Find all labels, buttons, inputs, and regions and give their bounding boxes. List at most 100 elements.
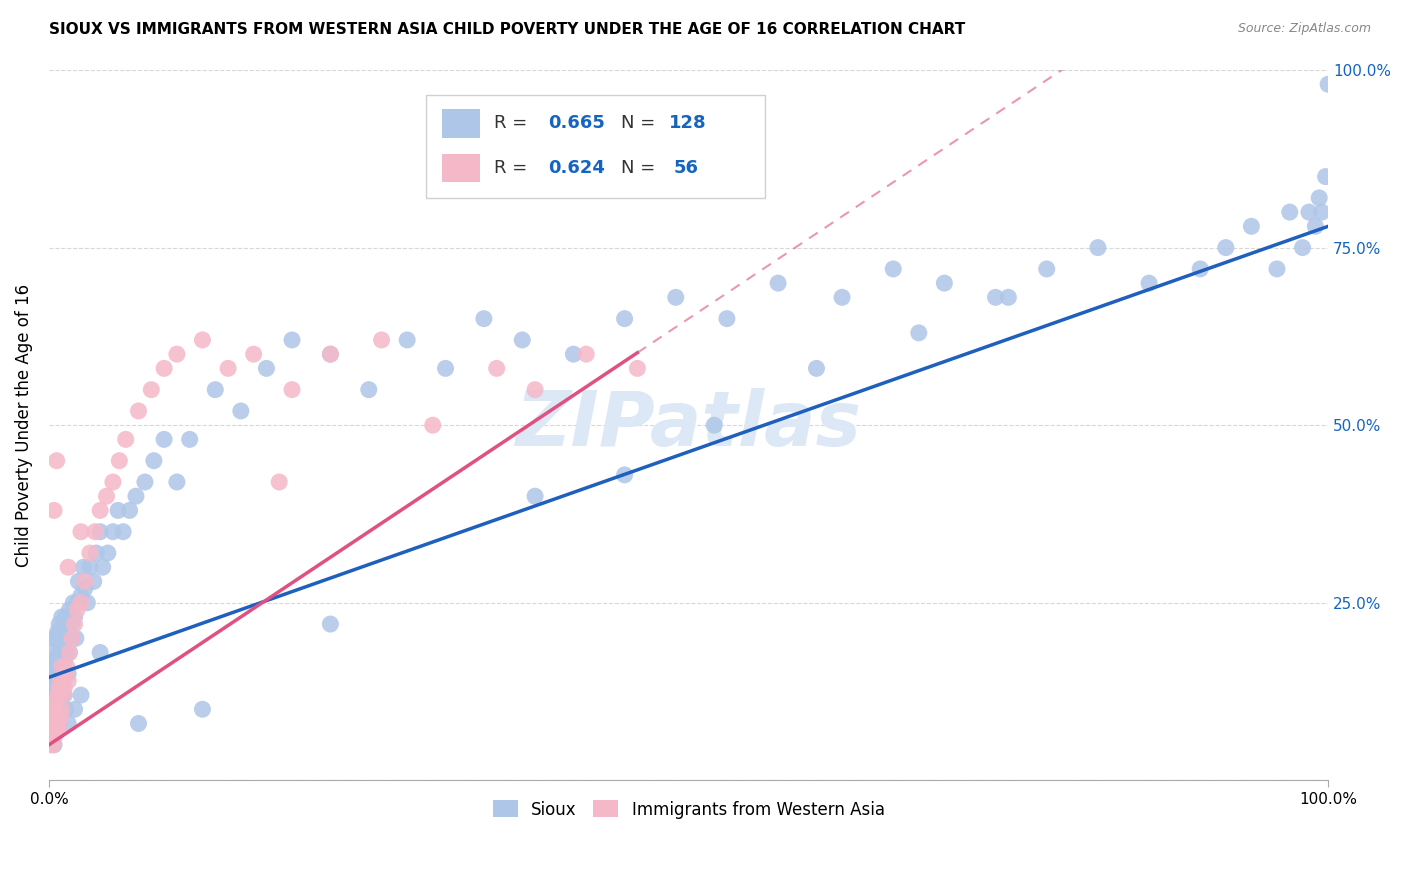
Point [45, 673, 67, 688]
Point [128, 404, 150, 418]
Point [76, 596, 98, 610]
Point [716, 311, 738, 326]
Point [53, 688, 76, 702]
Point [997, 290, 1019, 304]
Point [49, 688, 72, 702]
Point [575, 347, 598, 361]
Point [191, 702, 214, 716]
Point [49, 652, 72, 666]
Point [831, 290, 853, 304]
Point [191, 333, 214, 347]
Point [45, 652, 67, 666]
Point [44, 659, 66, 673]
Point [70, 596, 93, 610]
Point [63, 617, 86, 632]
Point [422, 418, 444, 433]
Point [984, 290, 1007, 304]
Point [52, 659, 75, 673]
Point [1265, 261, 1288, 276]
Point [62, 596, 84, 610]
Point [524, 383, 547, 397]
Point [108, 453, 131, 467]
Point [934, 276, 956, 290]
Point [41, 723, 63, 738]
Point [70, 688, 93, 702]
Point [510, 333, 533, 347]
Bar [441, 109, 479, 137]
Point [51, 702, 73, 716]
Legend: Sioux, Immigrants from Western Asia: Sioux, Immigrants from Western Asia [486, 794, 891, 825]
Point [89, 524, 111, 539]
Point [125, 489, 148, 503]
Point [44, 688, 66, 702]
Point [79, 560, 101, 574]
Point [319, 347, 342, 361]
Point [882, 261, 904, 276]
Point [48, 645, 70, 659]
Point [1215, 241, 1237, 255]
Point [1087, 241, 1109, 255]
Point [42, 702, 65, 716]
Point [166, 347, 188, 361]
Point [128, 716, 150, 731]
Point [42, 503, 65, 517]
Point [254, 361, 277, 376]
Point [166, 475, 188, 489]
Point [55, 610, 77, 624]
Point [56, 617, 79, 632]
Point [1189, 261, 1212, 276]
Point [56, 666, 79, 681]
Point [41, 673, 63, 688]
Text: 128: 128 [669, 114, 707, 132]
Point [562, 347, 585, 361]
Point [49, 673, 72, 688]
Point [396, 333, 419, 347]
Text: Source: ZipAtlas.com: Source: ZipAtlas.com [1237, 22, 1371, 36]
Point [56, 659, 79, 673]
Point [41, 702, 63, 716]
Text: R =: R = [494, 159, 533, 178]
Point [665, 290, 688, 304]
Point [51, 702, 73, 716]
Text: SIOUX VS IMMIGRANTS FROM WESTERN ASIA CHILD POVERTY UNDER THE AGE OF 16 CORRELAT: SIOUX VS IMMIGRANTS FROM WESTERN ASIA CH… [49, 22, 966, 37]
Point [42, 666, 65, 681]
Point [53, 652, 76, 666]
Text: 0.665: 0.665 [548, 114, 605, 132]
Text: 56: 56 [673, 159, 699, 178]
Point [524, 489, 547, 503]
Point [56, 673, 79, 688]
Text: N =: N = [621, 114, 655, 132]
Point [48, 716, 70, 731]
Point [46, 723, 69, 738]
Point [49, 673, 72, 688]
Point [42, 632, 65, 646]
Point [45, 709, 67, 723]
Point [281, 383, 304, 397]
Point [485, 361, 508, 376]
Point [613, 467, 636, 482]
Point [1240, 219, 1263, 234]
Point [44, 688, 66, 702]
Point [242, 347, 264, 361]
Text: 0.624: 0.624 [548, 159, 605, 178]
Point [65, 632, 87, 646]
FancyBboxPatch shape [426, 95, 765, 198]
Point [1035, 261, 1057, 276]
Point [1305, 219, 1327, 234]
Point [1310, 205, 1333, 219]
Point [55, 645, 77, 659]
Point [44, 723, 66, 738]
Point [1315, 169, 1337, 184]
Point [52, 673, 75, 688]
Point [89, 645, 111, 659]
Point [41, 652, 63, 666]
Point [1298, 205, 1320, 219]
Point [63, 702, 86, 716]
Point [55, 666, 77, 681]
Point [52, 632, 75, 646]
Point [806, 361, 828, 376]
Point [42, 702, 65, 716]
Point [179, 433, 201, 447]
Point [1137, 276, 1160, 290]
Point [112, 524, 135, 539]
